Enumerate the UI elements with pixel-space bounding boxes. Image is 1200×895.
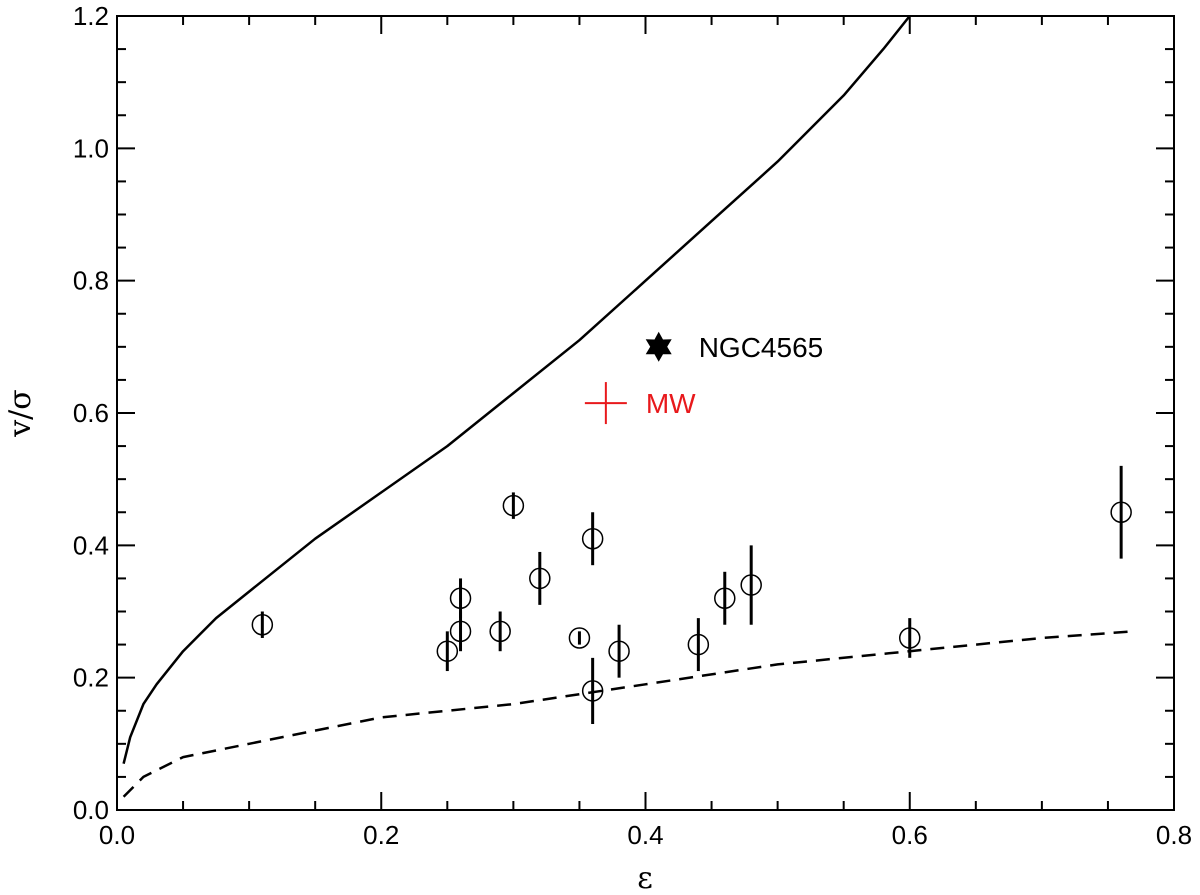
data-point <box>581 527 604 550</box>
data-points <box>251 465 1132 724</box>
y-tick-label: 0.8 <box>73 266 109 296</box>
plot-frame <box>116 15 1175 811</box>
dashed-curve <box>122 630 1135 798</box>
data-point <box>608 640 630 662</box>
x-tick-label: 0.8 <box>1156 820 1192 850</box>
x-tick-label: 0.2 <box>363 820 399 850</box>
data-point <box>1110 501 1132 523</box>
data-point <box>899 627 921 649</box>
data-point <box>251 613 274 636</box>
model-curves <box>122 15 1135 798</box>
x-axis-label: ε <box>637 861 653 895</box>
data-point <box>714 587 736 610</box>
y-tick-label: 0.6 <box>73 398 109 428</box>
x-tick-label: 0.4 <box>627 820 663 850</box>
solid-curve <box>122 15 911 765</box>
data-point <box>489 620 511 643</box>
y-tick-label: 1.0 <box>73 133 109 163</box>
y-tick-label: 0.4 <box>73 530 109 560</box>
x-tick-label: 0.0 <box>99 820 135 850</box>
ngc4565-label: NGC4565 <box>699 332 824 363</box>
data-point <box>529 567 551 590</box>
y-tick-label: 0.2 <box>73 663 109 693</box>
data-point <box>436 640 459 662</box>
axis-ticks: 0.0 0.2 0.4 0.6 0.8 0.0 0.2 0.4 0.6 0.8 1.0 1.2 <box>73 1 1192 850</box>
data-point <box>449 587 472 610</box>
data-point <box>449 620 472 643</box>
data-point <box>687 633 710 656</box>
y-tick-label: 1.2 <box>73 1 109 31</box>
x-tick-label: 0.6 <box>892 820 928 850</box>
data-point <box>581 680 604 702</box>
data-point <box>740 574 762 596</box>
data-point <box>568 627 591 649</box>
y-tick-label: 0.0 <box>73 795 109 825</box>
mw-label: MW <box>646 388 696 419</box>
y-axis-label: v/σ <box>3 389 38 438</box>
ngc4565-star-marker <box>645 331 672 362</box>
data-point <box>502 494 525 517</box>
